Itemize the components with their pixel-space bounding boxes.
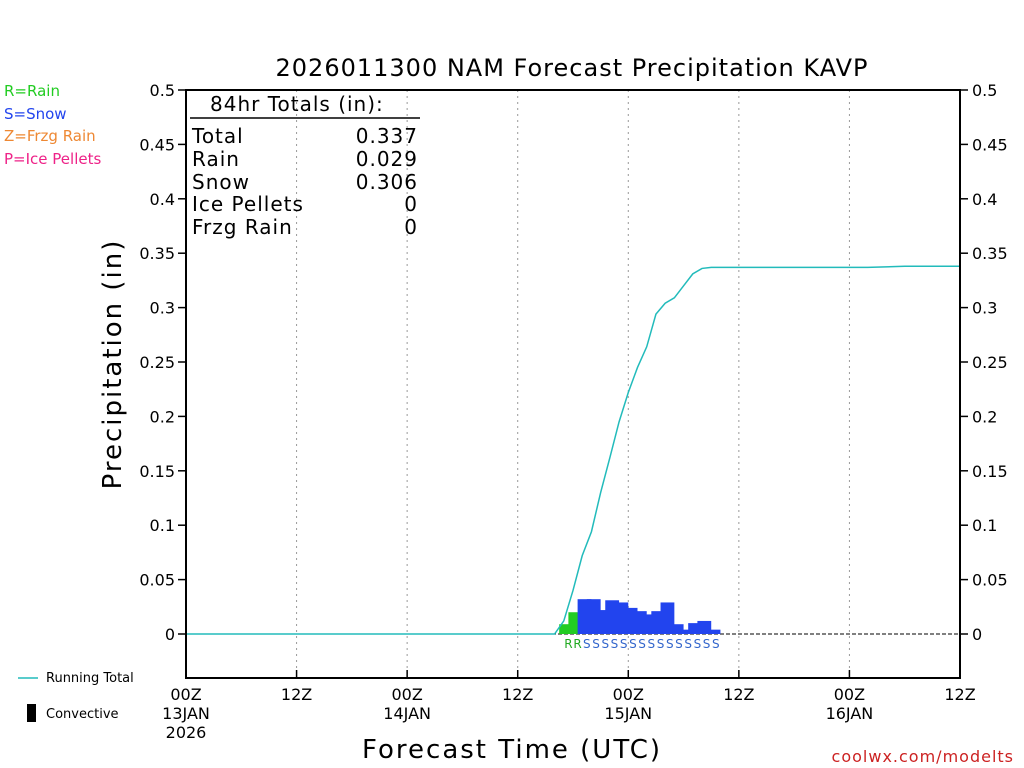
series-legend: Running Total Convective <box>18 671 134 722</box>
precip-type-label: S <box>694 637 702 651</box>
precip-type-label: S <box>703 637 711 651</box>
totals-value-frzg-rain: 0 <box>404 215 418 239</box>
legend-snow: S=Snow <box>4 105 67 123</box>
y-tick-label-left: 0.15 <box>139 462 175 481</box>
x-tick-label: 12Z <box>502 685 533 704</box>
legend-frzg-rain: Z=Frzg Rain <box>4 127 96 145</box>
y-tick-label-right: 0 <box>972 625 982 644</box>
totals-value-total: 0.337 <box>356 124 418 148</box>
y-tick-label-left: 0.1 <box>150 516 175 535</box>
y-tick-label-left: 0.05 <box>139 571 175 590</box>
x-tick-label: 00Z <box>391 685 422 704</box>
y-tick-label-left: 0.45 <box>139 135 175 154</box>
y-tick-label-right: 0.45 <box>972 135 1008 154</box>
x-tick-year: 2026 <box>166 723 207 742</box>
totals-label-ice-pellets: Ice Pellets <box>192 192 304 216</box>
x-tick-label: 12Z <box>281 685 312 704</box>
totals-value-snow: 0.306 <box>356 170 418 194</box>
precip-type-label: S <box>675 637 683 651</box>
totals-label-frzg-rain: Frzg Rain <box>192 215 293 239</box>
convective-legend-swatch <box>27 704 36 722</box>
precip-type-label: S <box>666 637 674 651</box>
precip-type-label: S <box>648 637 656 651</box>
running-total-series <box>186 265 960 635</box>
precip-bar <box>706 629 721 634</box>
totals-box: 84hr Totals (in): Total 0.337 Rain 0.029… <box>190 92 420 239</box>
totals-value-ice-pellets: 0 <box>404 192 418 216</box>
precip-type-label: S <box>601 637 609 651</box>
y-tick-label-left: 0.2 <box>150 407 175 426</box>
x-tick-date: 16JAN <box>826 704 874 723</box>
precip-type-label: S <box>657 637 665 651</box>
y-tick-label-left: 0.4 <box>150 190 175 209</box>
y-axis-title: Precipitation (in) <box>98 239 128 490</box>
y-tick-label-right: 0.35 <box>972 244 1008 263</box>
convective-legend-label: Convective <box>46 707 119 722</box>
precip-type-label: S <box>638 637 646 651</box>
x-tick-label: 12Z <box>944 685 975 704</box>
precip-type-label: S <box>629 637 637 651</box>
precip-type-label: S <box>620 637 628 651</box>
x-tick-label: 00Z <box>834 685 865 704</box>
precip-type-label: S <box>592 637 600 651</box>
credit-text: coolwx.com/modelts <box>832 747 1014 766</box>
totals-label-rain: Rain <box>192 147 240 171</box>
legend-ice-pellets: P=Ice Pellets <box>4 150 101 168</box>
precip-type-legend: R=Rain S=Snow Z=Frzg Rain P=Ice Pellets <box>4 82 101 168</box>
precip-bar <box>669 624 684 634</box>
legend-rain: R=Rain <box>4 82 60 100</box>
totals-label-total: Total <box>191 124 244 148</box>
y-tick-label-right: 0.4 <box>972 190 997 209</box>
x-tick-label: 00Z <box>170 685 201 704</box>
precip-bar <box>559 624 573 634</box>
plot-frame <box>185 89 961 679</box>
precip-type-label: S <box>611 637 619 651</box>
y-tick-label-left: 0 <box>165 625 175 644</box>
totals-value-rain: 0.029 <box>356 147 418 171</box>
precip-type-label: S <box>684 637 692 651</box>
y-tick-label-right: 0.25 <box>972 353 1008 372</box>
running-total-legend-label: Running Total <box>46 671 134 686</box>
precip-type-label: R <box>564 637 572 651</box>
y-tick-label-right: 0.5 <box>972 81 997 100</box>
x-tick-date: 13JAN <box>162 704 210 723</box>
chart-title: 2026011300 NAM Forecast Precipitation KA… <box>276 54 869 82</box>
x-tick-label: 00Z <box>613 685 644 704</box>
precip-bar <box>678 629 693 634</box>
y-tick-label-right: 0.1 <box>972 516 997 535</box>
x-tick-date: 14JAN <box>383 704 431 723</box>
y-tick-label-left: 0.35 <box>139 244 175 263</box>
y-tick-label-right: 0.2 <box>972 407 997 426</box>
y-axis: 0 00.05 0.050.1 0.10.15 0.150.2 0.20.25 0.250.… <box>139 81 1007 644</box>
y-tick-label-left: 0.5 <box>150 81 175 100</box>
totals-heading: 84hr Totals (in): <box>210 92 384 116</box>
x-tick-date: 15JAN <box>604 704 652 723</box>
x-tick-label: 12Z <box>723 685 754 704</box>
y-tick-label-left: 0.25 <box>139 353 175 372</box>
x-axis-title: Forecast Time (UTC) <box>362 735 662 765</box>
running-total-line <box>186 265 960 635</box>
precip-bar <box>688 623 702 634</box>
y-tick-label-left: 0.3 <box>150 299 175 318</box>
precip-type-label: R <box>573 637 581 651</box>
totals-label-snow: Snow <box>192 170 250 194</box>
y-tick-label-right: 0.05 <box>972 571 1008 590</box>
y-tick-label-right: 0.3 <box>972 299 997 318</box>
y-tick-label-right: 0.15 <box>972 462 1008 481</box>
precip-type-label: S <box>583 637 591 651</box>
precip-type-label: S <box>712 637 720 651</box>
bars <box>559 599 721 634</box>
